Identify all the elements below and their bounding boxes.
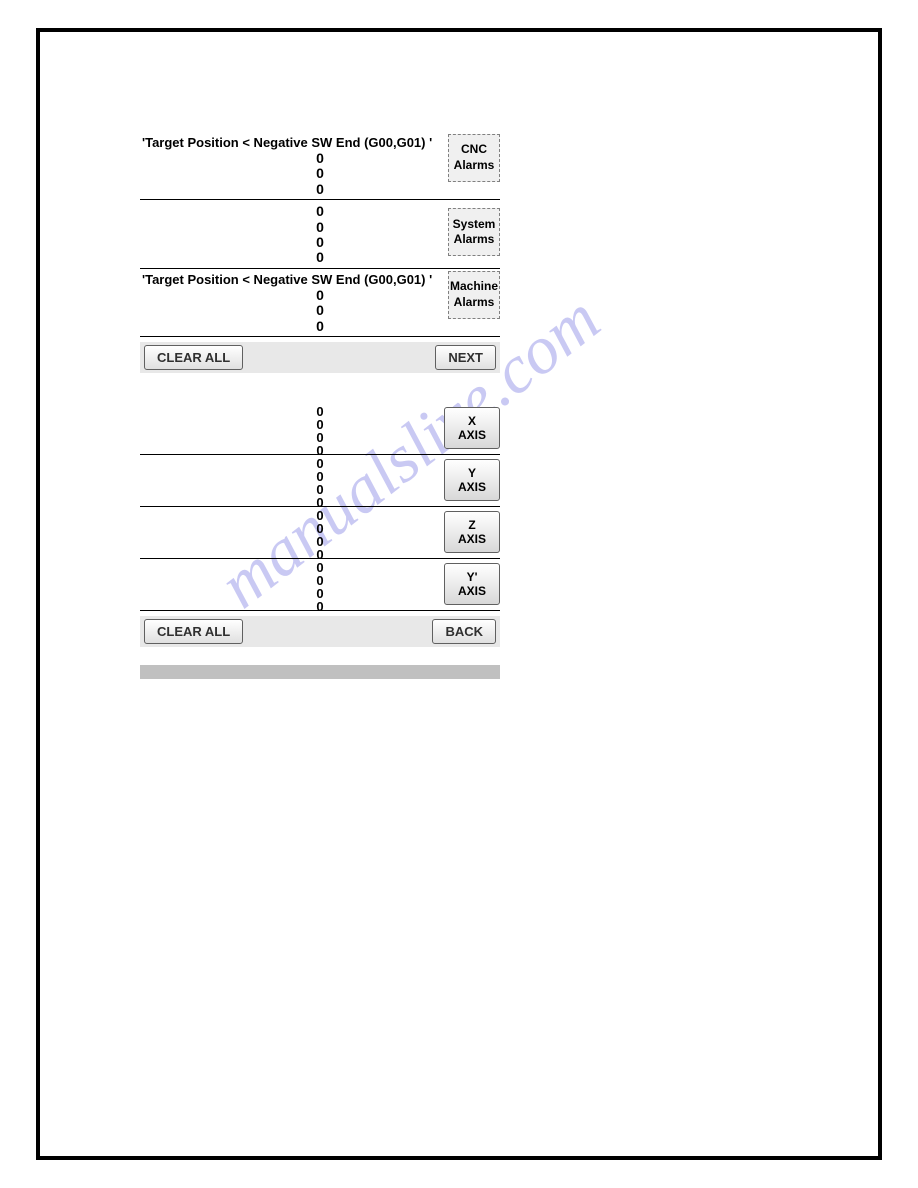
alarm-value: 0 bbox=[140, 303, 500, 318]
x-axis-button[interactable]: X AXIS bbox=[444, 407, 500, 449]
badge-label: System bbox=[453, 217, 496, 231]
alarms-panel: 'Target Position < Negative SW End (G00,… bbox=[140, 132, 500, 373]
machine-alarms-values: 0 0 0 bbox=[140, 288, 500, 336]
alarm-value: 0 bbox=[140, 220, 500, 235]
axis-button-label: AXIS bbox=[458, 480, 486, 494]
y-axis-button[interactable]: Y AXIS bbox=[444, 459, 500, 501]
system-alarms-section: 0 0 0 0 System Alarms bbox=[140, 200, 500, 269]
system-alarms-values: 0 0 0 0 bbox=[140, 204, 500, 268]
main-content: 'Target Position < Negative SW End (G00,… bbox=[140, 132, 500, 679]
clear-all-button-2[interactable]: CLEAR ALL bbox=[144, 619, 243, 644]
x-axis-row: 0 0 0 0 X AXIS bbox=[140, 403, 500, 455]
alarm-value: 0 bbox=[140, 204, 500, 219]
alarm-value: 0 bbox=[140, 166, 500, 181]
badge-label: Machine bbox=[450, 279, 498, 293]
alarms-button-row: CLEAR ALL NEXT bbox=[140, 342, 500, 373]
machine-alarms-section: 'Target Position < Negative SW End (G00,… bbox=[140, 269, 500, 337]
axis-button-label: AXIS bbox=[458, 584, 486, 598]
clear-all-button[interactable]: CLEAR ALL bbox=[144, 345, 243, 370]
cnc-alarms-section: 'Target Position < Negative SW End (G00,… bbox=[140, 132, 500, 200]
bottom-bar bbox=[140, 665, 500, 679]
alarm-value: 0 bbox=[140, 319, 500, 334]
cnc-alarms-badge[interactable]: CNC Alarms bbox=[448, 134, 500, 182]
z-axis-row: 0 0 0 0 Z AXIS bbox=[140, 507, 500, 559]
axis-button-label: Y' bbox=[467, 570, 478, 584]
cnc-alarms-header: 'Target Position < Negative SW End (G00,… bbox=[140, 132, 500, 151]
axis-button-label: Y bbox=[468, 466, 476, 480]
badge-label: CNC bbox=[461, 142, 487, 156]
alarm-value: 0 bbox=[140, 151, 500, 166]
axis-button-label: AXIS bbox=[458, 428, 486, 442]
alarm-value: 0 bbox=[140, 250, 500, 265]
axis-button-label: AXIS bbox=[458, 532, 486, 546]
back-button[interactable]: BACK bbox=[432, 619, 496, 644]
next-button[interactable]: NEXT bbox=[435, 345, 496, 370]
alarm-value: 0 bbox=[140, 288, 500, 303]
z-axis-button[interactable]: Z AXIS bbox=[444, 511, 500, 553]
cnc-alarms-values: 0 0 0 bbox=[140, 151, 500, 199]
machine-alarms-badge[interactable]: Machine Alarms bbox=[448, 271, 500, 319]
y-axis-row: 0 0 0 0 Y AXIS bbox=[140, 455, 500, 507]
badge-label: Alarms bbox=[454, 232, 495, 246]
machine-alarms-header: 'Target Position < Negative SW End (G00,… bbox=[140, 269, 500, 288]
yprime-axis-row: 0 0 0 0 Y' AXIS bbox=[140, 559, 500, 611]
alarm-value: 0 bbox=[140, 235, 500, 250]
yprime-axis-button[interactable]: Y' AXIS bbox=[444, 563, 500, 605]
system-alarms-badge[interactable]: System Alarms bbox=[448, 208, 500, 256]
axis-button-label: Z bbox=[468, 518, 475, 532]
alarm-value: 0 bbox=[140, 182, 500, 197]
axis-button-row: CLEAR ALL BACK bbox=[140, 616, 500, 647]
axis-panel: 0 0 0 0 X AXIS 0 0 0 0 bbox=[140, 403, 500, 647]
page-frame: manualslive.com 'Target Position < Negat… bbox=[36, 28, 882, 1160]
axis-button-label: X bbox=[468, 414, 476, 428]
badge-label: Alarms bbox=[454, 158, 495, 172]
badge-label: Alarms bbox=[454, 295, 495, 309]
